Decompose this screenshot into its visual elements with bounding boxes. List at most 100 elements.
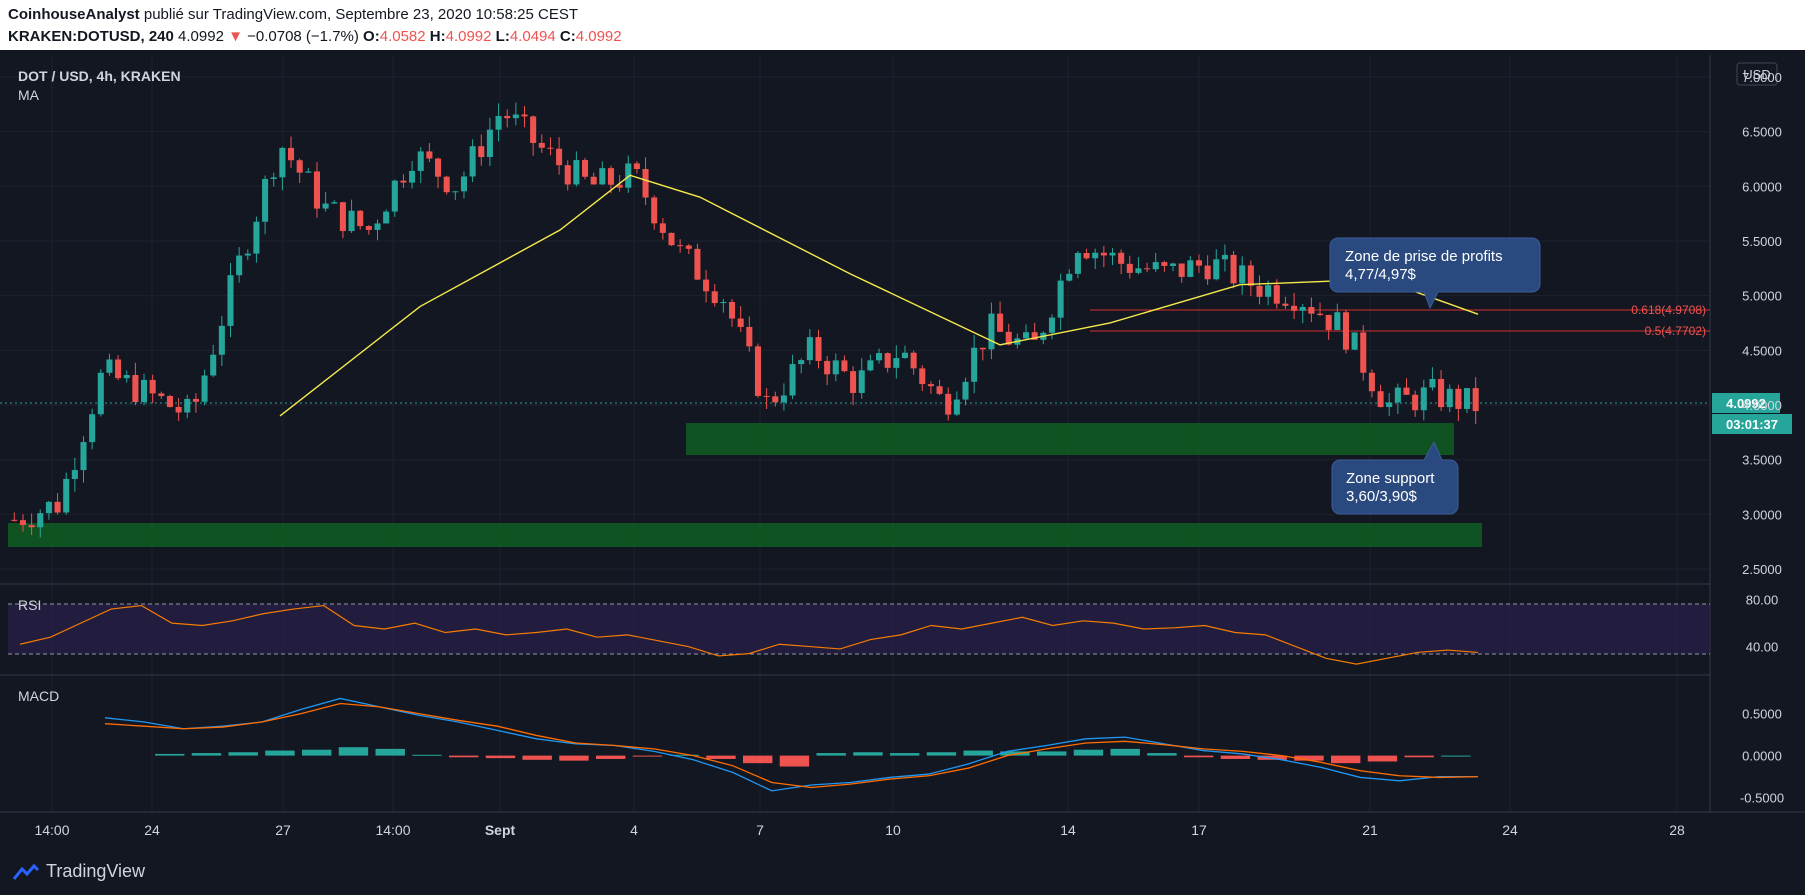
down-arrow-icon: ▼ — [228, 28, 243, 45]
time-tick-label: 17 — [1191, 822, 1207, 838]
candle-body — [236, 255, 243, 276]
candle-body — [1178, 263, 1185, 277]
candle-body — [89, 414, 96, 443]
candle-body — [1204, 265, 1211, 280]
candle-body — [486, 129, 493, 158]
footer — [0, 858, 1805, 895]
candle-body — [780, 395, 787, 403]
candle-body — [469, 146, 476, 177]
candle-body — [1282, 303, 1289, 306]
candle-body — [19, 520, 26, 526]
support-zone-lower[interactable] — [8, 523, 1482, 547]
open-value: 4.0582 — [379, 28, 426, 45]
macd-tick-label: -0.5000 — [1740, 791, 1784, 806]
candle-body — [210, 354, 217, 376]
candle-body — [141, 379, 148, 403]
rsi-line[interactable] — [19, 604, 1479, 665]
currency-button[interactable] — [1736, 62, 1778, 86]
candle-body — [1239, 265, 1246, 284]
candle-body — [824, 360, 831, 375]
candle-body — [720, 302, 727, 304]
candle-body — [530, 116, 537, 143]
candle-body — [677, 245, 684, 247]
candle-body — [1213, 259, 1220, 280]
macd-hist-bar — [191, 753, 222, 756]
price-tick-label: 5.5000 — [1742, 234, 1782, 249]
profit-zone-callout[interactable]: Zone de prise de profits 4,77/4,97$ — [1329, 237, 1541, 310]
candle-body — [132, 375, 139, 403]
candle-body — [28, 525, 35, 528]
macd-hist-bar — [1184, 755, 1214, 758]
countdown-tag — [1712, 414, 1792, 434]
macd-hist-bar — [1220, 755, 1251, 759]
candle-body — [1386, 402, 1393, 408]
candle-body — [1438, 378, 1445, 408]
candle-body — [1403, 387, 1410, 395]
trading-chart[interactable]: 0.618(4.9708) 0.5(4.7702) Zone de prise … — [0, 50, 1805, 858]
candle-body — [919, 368, 926, 385]
support-zone-title: Zone support — [1346, 470, 1435, 487]
candle-body — [815, 337, 822, 361]
macd-line[interactable] — [104, 697, 1478, 792]
candle-body — [893, 358, 900, 368]
candle-body — [1109, 252, 1116, 256]
time-tick-label: Sept — [485, 822, 516, 838]
candle-body — [547, 147, 554, 149]
price-change: −0.0708 (−1.7%) — [247, 28, 359, 45]
candle-body — [1152, 262, 1159, 270]
time-tick-label: 7 — [756, 822, 764, 838]
ohlc-line: KRAKEN:DOTUSD, 240 4.0992 ▼ −0.0708 (−1.… — [8, 28, 622, 45]
chart-header: CoinhouseAnalyst publié sur TradingView.… — [0, 0, 1805, 50]
candle-body — [115, 359, 122, 379]
candle-body — [443, 176, 450, 193]
candle-body — [979, 347, 986, 350]
tradingview-icon — [12, 863, 40, 880]
time-tick-label: 27 — [275, 822, 291, 838]
candle-body — [642, 169, 649, 198]
candle-body — [729, 302, 736, 319]
macd-hist-bar — [1441, 755, 1471, 757]
macd-hist-bar — [1147, 753, 1177, 756]
price-tick-label: 4.5000 — [1742, 343, 1782, 358]
signal-line[interactable] — [104, 702, 1479, 789]
candle-body — [1187, 260, 1194, 277]
candle-body — [806, 337, 813, 361]
macd-hist-bar — [559, 755, 589, 761]
candle-body — [1472, 388, 1479, 412]
fib-05-label: 0.5(4.7702) — [1645, 324, 1706, 338]
time-tick-label: 21 — [1362, 822, 1378, 838]
candle-body — [971, 347, 978, 382]
candle-body — [460, 176, 467, 192]
symbol-label[interactable]: KRAKEN:DOTUSD, 240 — [8, 28, 174, 45]
candle-body — [175, 406, 182, 413]
candle-body — [409, 170, 416, 183]
tradingview-logo[interactable]: TradingView — [12, 861, 145, 882]
candle-body — [651, 197, 658, 224]
time-tick-label: 14 — [1060, 822, 1076, 838]
price-tick-label: 3.5000 — [1742, 453, 1782, 468]
macd-hist-bar — [1331, 755, 1361, 764]
candle-body — [1170, 263, 1177, 266]
moving-average-line[interactable] — [279, 174, 1479, 417]
candle-body — [1247, 265, 1254, 286]
candle-body — [858, 370, 865, 393]
candle-body — [305, 171, 312, 173]
candle-body — [331, 202, 338, 204]
macd-hist-bar — [669, 754, 699, 756]
time-tick-label: 4 — [630, 822, 638, 838]
rsi-label: RSI — [18, 597, 41, 613]
candle-body — [279, 147, 286, 178]
candle-body — [590, 176, 597, 185]
candle-body — [1005, 331, 1012, 345]
support-zone-callout[interactable]: Zone support 3,60/3,90$ — [1331, 440, 1459, 515]
macd-hist-bar — [1037, 751, 1067, 756]
high-value: 4.0992 — [445, 28, 492, 45]
candle-body — [832, 360, 839, 375]
candle-body — [564, 165, 571, 185]
author-name[interactable]: CoinhouseAnalyst — [8, 6, 140, 23]
support-zone-upper[interactable] — [686, 423, 1454, 455]
candle-body — [1066, 273, 1073, 281]
candle-body — [80, 442, 87, 471]
candle-body — [357, 210, 364, 227]
candle-body — [184, 398, 191, 413]
